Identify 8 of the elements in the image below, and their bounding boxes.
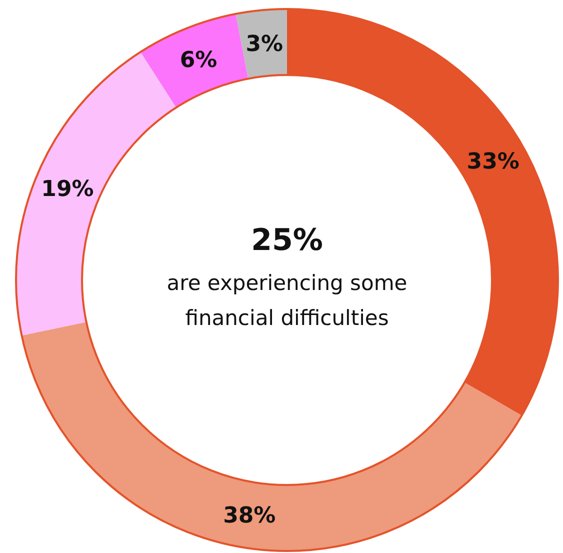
data-label: 19% <box>41 176 94 202</box>
data-label: 6% <box>180 48 218 73</box>
text: are experiencing some financial difficulties <box>166 271 408 330</box>
data-label: 33% <box>466 150 520 175</box>
donut-slice <box>140 14 248 108</box>
data-label: 38% <box>223 504 276 529</box>
text: 25% <box>251 223 323 258</box>
data-label: 3% <box>246 32 284 57</box>
